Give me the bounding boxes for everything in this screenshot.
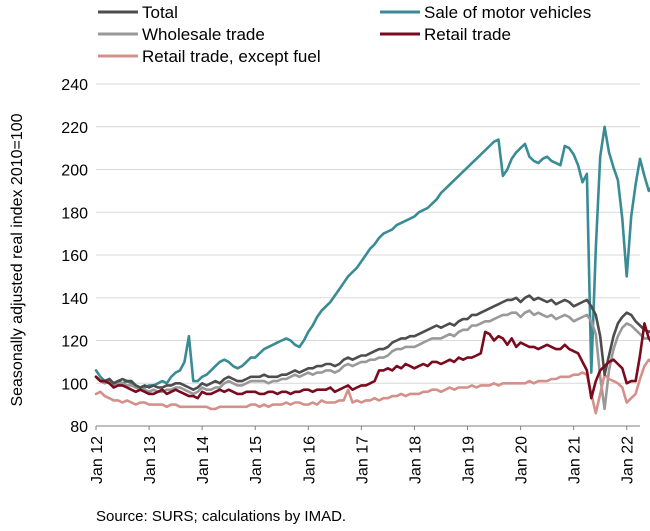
y-tick-label: 140 — [61, 291, 88, 308]
x-tick-label: Jan 18 — [407, 436, 424, 484]
y-tick-label: 100 — [61, 376, 88, 393]
legend-item: Sale of motor vehicles — [380, 3, 591, 22]
x-tick-label: Jan 13 — [142, 436, 159, 484]
x-tick-labels: Jan 12 Jan 13 Jan 14 Jan 15 Jan 16 Jan 17 Jan … — [89, 426, 637, 484]
series-line-retail-trade — [94, 322, 650, 400]
legend-item: Wholesale trade — [98, 25, 265, 44]
legend-label: Retail trade — [424, 25, 511, 44]
x-tick-label: Jan 17 — [354, 436, 371, 484]
y-tick-label: 180 — [61, 205, 88, 222]
x-tick-label: Jan 22 — [620, 436, 637, 484]
y-tick-label: 240 — [61, 77, 88, 94]
x-tick-label: Jan 14 — [195, 436, 212, 484]
x-tick-label: Jan 16 — [301, 436, 318, 484]
series-line-retail-trade-except-fuel — [94, 358, 650, 415]
x-tick-label: Jan 20 — [514, 436, 531, 484]
series-line-sale-of-motor-vehicles — [94, 125, 650, 389]
gridlines — [96, 83, 640, 427]
y-tick-labels: 80 100 120 140 160 180 200 220 240 — [61, 77, 88, 436]
legend-label: Total — [142, 3, 178, 22]
series-line-total — [94, 294, 650, 392]
y-axis-title: Seasonally adjusted real index 2010=100 — [9, 113, 26, 406]
legend-item: Retail trade — [380, 25, 511, 44]
legend-label: Sale of motor vehicles — [424, 3, 591, 22]
source-note: Source: SURS; calculations by IMAD. — [96, 508, 346, 525]
legend-label: Wholesale trade — [142, 25, 265, 44]
y-tick-label: 120 — [61, 334, 88, 351]
y-tick-label: 80 — [70, 419, 88, 436]
y-tick-label: 220 — [61, 120, 88, 137]
x-tick-label: Jan 15 — [248, 436, 265, 484]
x-tick-label: Jan 12 — [89, 436, 106, 484]
y-tick-label: 200 — [61, 163, 88, 180]
legend: Total Sale of motor vehicles Wholesale tra… — [98, 3, 591, 66]
series-line-wholesale-trade — [94, 309, 650, 411]
legend-item: Retail trade, except fuel — [98, 47, 321, 66]
legend-item: Total — [98, 3, 178, 22]
series-lines — [94, 125, 650, 415]
y-tick-label: 160 — [61, 248, 88, 265]
x-tick-label: Jan 19 — [461, 436, 478, 484]
legend-label: Retail trade, except fuel — [142, 47, 321, 66]
x-tick-label: Jan 21 — [567, 436, 584, 484]
